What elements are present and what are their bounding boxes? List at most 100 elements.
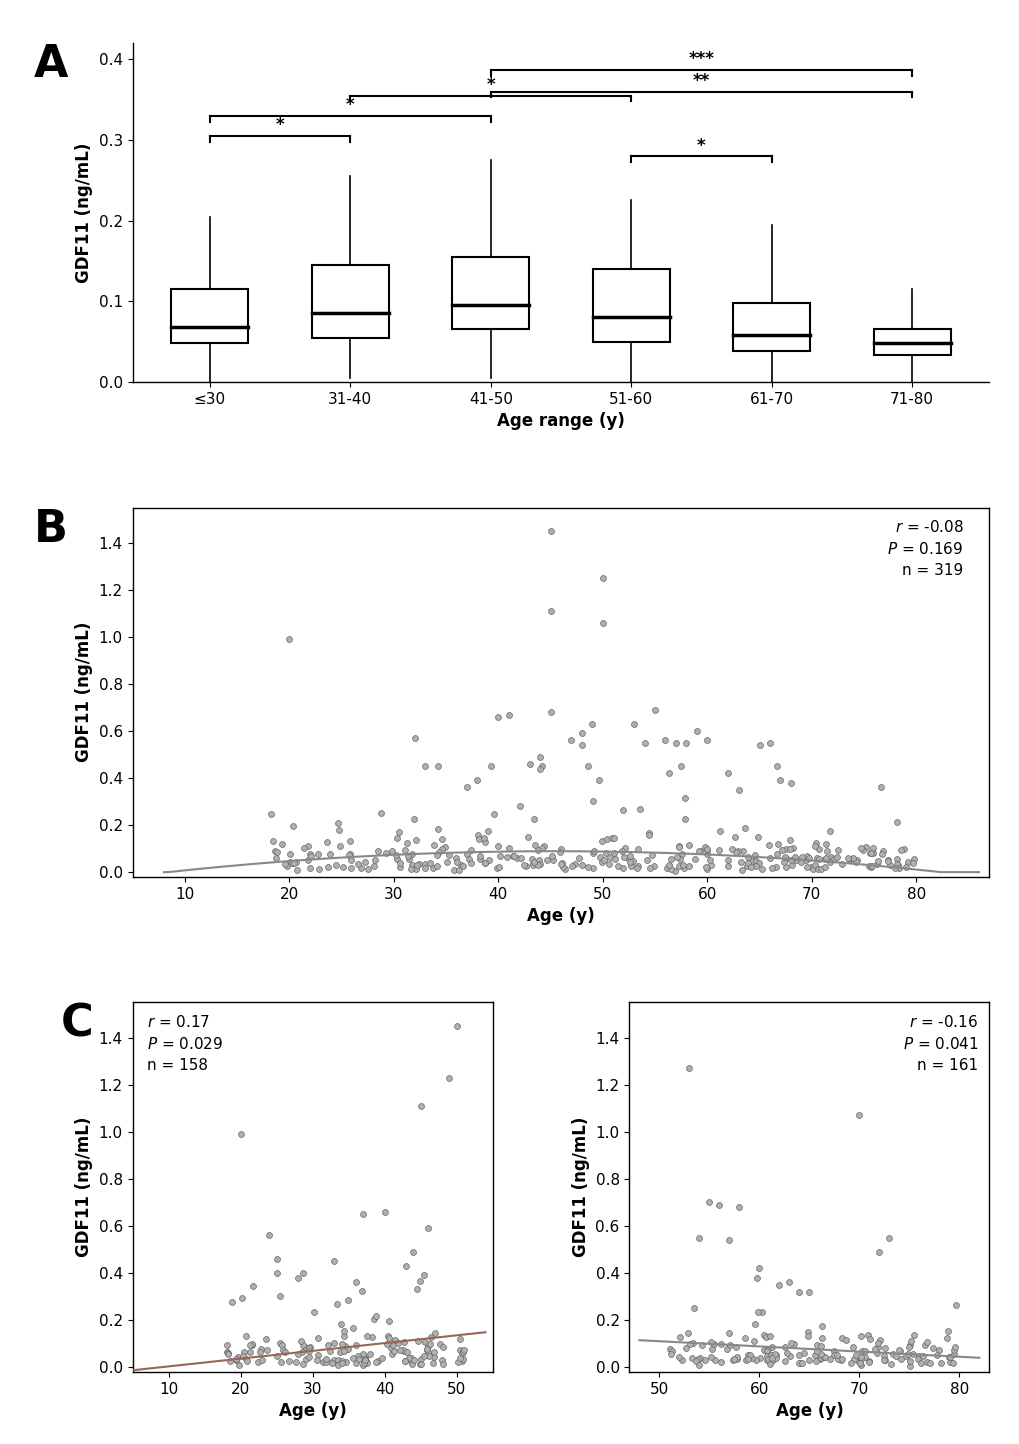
Point [791,1343,807,1366]
Point [659,853,676,877]
Point [888,812,904,835]
Point [798,849,814,872]
Point [301,1336,317,1359]
Point [364,1326,380,1349]
Point [391,852,408,875]
Point [710,1193,727,1216]
Point [347,1271,364,1294]
Point [828,1343,845,1366]
Point [324,1352,340,1375]
Point [661,848,678,871]
Point [234,1344,251,1367]
Point [710,839,727,862]
Point [334,1350,351,1373]
Point [544,849,560,872]
Point [311,856,327,879]
Point [825,848,842,871]
Point [747,851,763,874]
Point [622,845,638,868]
Point [720,1229,737,1252]
Point [391,855,408,878]
Point [403,1349,419,1372]
Point [769,832,786,855]
Point [834,1326,850,1349]
Point [729,1347,745,1370]
Point [864,836,880,859]
Point [725,1349,741,1372]
Point [552,852,569,875]
Point [844,1336,860,1359]
Point [897,1344,913,1367]
Point [632,797,648,820]
Point [230,1353,247,1376]
Point [294,1262,311,1285]
Point [946,1336,962,1359]
Point [394,1339,411,1362]
Point [759,1337,775,1360]
Point [945,1343,961,1366]
Point [584,712,600,735]
Point [600,852,616,875]
Point [344,1346,361,1369]
Point [500,836,517,859]
Point [482,755,498,778]
Point [847,851,863,874]
Point [703,1337,719,1360]
Point [755,1339,771,1362]
Point [274,1333,290,1356]
Point [362,1341,378,1365]
Point [571,846,587,869]
Point [829,1347,846,1370]
Point [532,745,548,768]
Point [785,1333,801,1356]
Point [787,849,803,872]
Point [573,734,589,757]
Point [445,858,462,881]
Point [366,1307,382,1330]
Point [871,775,888,799]
Point [782,829,798,852]
Point [766,1343,783,1366]
Point [218,1340,234,1363]
Point [336,1324,353,1347]
Point [768,842,785,865]
Point [892,839,908,862]
Point [448,851,465,874]
Point [593,830,609,853]
Point [524,848,540,871]
Point [454,855,471,878]
Point [849,849,865,872]
Point [242,1333,258,1356]
Point [234,1287,251,1310]
Point [481,849,497,872]
Point [584,790,600,813]
Text: C: C [60,1002,94,1045]
X-axis label: Age range (y): Age range (y) [496,412,625,430]
Point [806,853,822,877]
Point [691,1353,707,1376]
Point [851,1103,867,1126]
Point [451,1327,468,1350]
Text: $r$ = 0.17
$P$ = 0.029
n = 158: $r$ = 0.17 $P$ = 0.029 n = 158 [147,1014,223,1073]
Point [407,726,423,749]
Point [527,833,543,856]
Point [350,1344,366,1367]
Point [603,826,620,849]
Text: **: ** [692,72,709,90]
Point [676,856,692,879]
Point [430,840,446,864]
Point [776,838,793,861]
Point [833,1347,849,1370]
Point [671,855,687,878]
Point [941,1350,957,1373]
Point [388,826,405,849]
Point [227,1347,244,1370]
Point [351,1347,367,1370]
Point [421,1344,437,1367]
Point [373,1346,389,1369]
Point [410,1330,426,1353]
Point [799,1320,815,1343]
Point [365,855,381,878]
Point [418,1337,434,1360]
Point [768,755,785,778]
